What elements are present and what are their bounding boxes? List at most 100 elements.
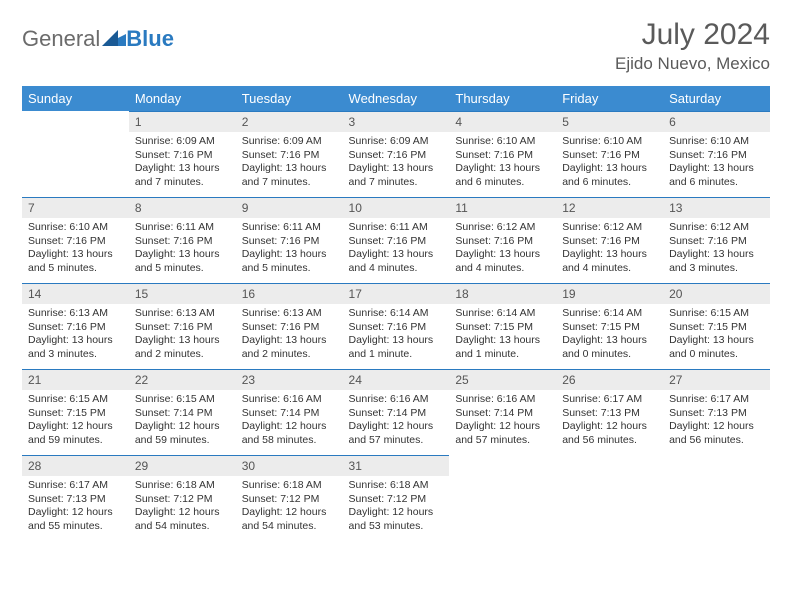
calendar-cell: 8Sunrise: 6:11 AMSunset: 7:16 PMDaylight… bbox=[129, 197, 236, 283]
sunrise-line: Sunrise: 6:15 AM bbox=[669, 307, 764, 321]
day-body: Sunrise: 6:16 AMSunset: 7:14 PMDaylight:… bbox=[236, 390, 343, 454]
day-body: Sunrise: 6:17 AMSunset: 7:13 PMDaylight:… bbox=[22, 476, 129, 540]
daylight-line: Daylight: 13 hours and 2 minutes. bbox=[135, 334, 230, 361]
day-number: 24 bbox=[343, 369, 450, 390]
calendar-cell: 19Sunrise: 6:14 AMSunset: 7:15 PMDayligh… bbox=[556, 283, 663, 369]
daylight-line: Daylight: 13 hours and 3 minutes. bbox=[28, 334, 123, 361]
day-body: Sunrise: 6:09 AMSunset: 7:16 PMDaylight:… bbox=[129, 132, 236, 196]
sunrise-line: Sunrise: 6:13 AM bbox=[28, 307, 123, 321]
day-number: 23 bbox=[236, 369, 343, 390]
calendar-cell bbox=[663, 455, 770, 541]
daylight-line: Daylight: 13 hours and 7 minutes. bbox=[135, 162, 230, 189]
calendar-cell bbox=[22, 111, 129, 197]
calendar-cell: 28Sunrise: 6:17 AMSunset: 7:13 PMDayligh… bbox=[22, 455, 129, 541]
sunrise-line: Sunrise: 6:13 AM bbox=[135, 307, 230, 321]
calendar-cell: 11Sunrise: 6:12 AMSunset: 7:16 PMDayligh… bbox=[449, 197, 556, 283]
sunrise-line: Sunrise: 6:09 AM bbox=[349, 135, 444, 149]
sunset-line: Sunset: 7:16 PM bbox=[349, 235, 444, 249]
day-number: 29 bbox=[129, 455, 236, 476]
calendar-cell bbox=[556, 455, 663, 541]
logo-text-1: General bbox=[22, 26, 100, 52]
sunset-line: Sunset: 7:16 PM bbox=[562, 235, 657, 249]
day-number: 22 bbox=[129, 369, 236, 390]
weekday-header: Tuesday bbox=[236, 86, 343, 111]
sunset-line: Sunset: 7:12 PM bbox=[349, 493, 444, 507]
day-body: Sunrise: 6:12 AMSunset: 7:16 PMDaylight:… bbox=[663, 218, 770, 282]
day-number: 27 bbox=[663, 369, 770, 390]
day-number: 19 bbox=[556, 283, 663, 304]
calendar-cell: 9Sunrise: 6:11 AMSunset: 7:16 PMDaylight… bbox=[236, 197, 343, 283]
sunrise-line: Sunrise: 6:10 AM bbox=[562, 135, 657, 149]
sunrise-line: Sunrise: 6:14 AM bbox=[562, 307, 657, 321]
sunset-line: Sunset: 7:15 PM bbox=[28, 407, 123, 421]
sunrise-line: Sunrise: 6:14 AM bbox=[455, 307, 550, 321]
daylight-line: Daylight: 13 hours and 4 minutes. bbox=[349, 248, 444, 275]
daylight-line: Daylight: 12 hours and 57 minutes. bbox=[349, 420, 444, 447]
sunset-line: Sunset: 7:16 PM bbox=[455, 235, 550, 249]
sunrise-line: Sunrise: 6:16 AM bbox=[242, 393, 337, 407]
calendar-cell: 7Sunrise: 6:10 AMSunset: 7:16 PMDaylight… bbox=[22, 197, 129, 283]
calendar-cell: 13Sunrise: 6:12 AMSunset: 7:16 PMDayligh… bbox=[663, 197, 770, 283]
daylight-line: Daylight: 13 hours and 6 minutes. bbox=[562, 162, 657, 189]
sunrise-line: Sunrise: 6:13 AM bbox=[242, 307, 337, 321]
calendar-head: SundayMondayTuesdayWednesdayThursdayFrid… bbox=[22, 86, 770, 111]
calendar-row: 21Sunrise: 6:15 AMSunset: 7:15 PMDayligh… bbox=[22, 369, 770, 455]
day-body: Sunrise: 6:10 AMSunset: 7:16 PMDaylight:… bbox=[556, 132, 663, 196]
sunrise-line: Sunrise: 6:09 AM bbox=[242, 135, 337, 149]
sunset-line: Sunset: 7:12 PM bbox=[135, 493, 230, 507]
title-block: July 2024 Ejido Nuevo, Mexico bbox=[615, 18, 770, 74]
sunrise-line: Sunrise: 6:11 AM bbox=[349, 221, 444, 235]
sunset-line: Sunset: 7:16 PM bbox=[562, 149, 657, 163]
calendar-cell: 3 Sunrise: 6:09 AMSunset: 7:16 PMDaylight… bbox=[343, 111, 450, 197]
sunset-line: Sunset: 7:12 PM bbox=[242, 493, 337, 507]
day-body: Sunrise: 6:11 AMSunset: 7:16 PMDaylight:… bbox=[343, 218, 450, 282]
daylight-line: Daylight: 13 hours and 4 minutes. bbox=[455, 248, 550, 275]
day-body: Sunrise: 6:13 AMSunset: 7:16 PMDaylight:… bbox=[22, 304, 129, 368]
logo: General Blue bbox=[22, 18, 174, 52]
sunset-line: Sunset: 7:16 PM bbox=[349, 149, 444, 163]
day-number: 18 bbox=[449, 283, 556, 304]
sunset-line: Sunset: 7:16 PM bbox=[669, 235, 764, 249]
calendar-cell: 15Sunrise: 6:13 AMSunset: 7:16 PMDayligh… bbox=[129, 283, 236, 369]
sunrise-line: Sunrise: 6:16 AM bbox=[455, 393, 550, 407]
day-number: 12 bbox=[556, 197, 663, 218]
daylight-line: Daylight: 13 hours and 7 minutes. bbox=[349, 162, 444, 189]
sunset-line: Sunset: 7:15 PM bbox=[455, 321, 550, 335]
day-body: Sunrise: 6:15 AMSunset: 7:15 PMDaylight:… bbox=[663, 304, 770, 368]
weekday-header: Sunday bbox=[22, 86, 129, 111]
day-body: Sunrise: 6:10 AMSunset: 7:16 PMDaylight:… bbox=[663, 132, 770, 196]
daylight-line: Daylight: 12 hours and 59 minutes. bbox=[28, 420, 123, 447]
logo-text-2: Blue bbox=[126, 26, 174, 52]
day-body: Sunrise: 6:15 AMSunset: 7:14 PMDaylight:… bbox=[129, 390, 236, 454]
calendar-cell: 18 Sunrise: 6:14 AMSunset: 7:15 PMDayligh… bbox=[449, 283, 556, 369]
calendar-cell: 12Sunrise: 6:12 AMSunset: 7:16 PMDayligh… bbox=[556, 197, 663, 283]
sunrise-line: Sunrise: 6:12 AM bbox=[669, 221, 764, 235]
sunrise-line: Sunrise: 6:09 AM bbox=[135, 135, 230, 149]
sunrise-line: Sunrise: 6:10 AM bbox=[455, 135, 550, 149]
day-body: Sunrise: 6:14 AMSunset: 7:15 PMDaylight:… bbox=[556, 304, 663, 368]
sunset-line: Sunset: 7:16 PM bbox=[349, 321, 444, 335]
sunset-line: Sunset: 7:16 PM bbox=[28, 235, 123, 249]
daylight-line: Daylight: 12 hours and 54 minutes. bbox=[135, 506, 230, 533]
sunset-line: Sunset: 7:13 PM bbox=[669, 407, 764, 421]
day-body: Sunrise: 6:18 AMSunset: 7:12 PMDaylight:… bbox=[236, 476, 343, 540]
day-number: 15 bbox=[129, 283, 236, 304]
day-body: Sunrise: 6:10 AMSunset: 7:16 PMDaylight:… bbox=[22, 218, 129, 282]
sunset-line: Sunset: 7:16 PM bbox=[242, 321, 337, 335]
daylight-line: Daylight: 13 hours and 1 minute. bbox=[455, 334, 550, 361]
sunset-line: Sunset: 7:16 PM bbox=[242, 149, 337, 163]
calendar-cell: 31Sunrise: 6:18 AMSunset: 7:12 PMDayligh… bbox=[343, 455, 450, 541]
sunset-line: Sunset: 7:15 PM bbox=[669, 321, 764, 335]
sunrise-line: Sunrise: 6:18 AM bbox=[349, 479, 444, 493]
day-number: 3 bbox=[343, 111, 450, 132]
calendar-cell bbox=[449, 455, 556, 541]
calendar-cell: 22Sunrise: 6:15 AMSunset: 7:14 PMDayligh… bbox=[129, 369, 236, 455]
sunrise-line: Sunrise: 6:16 AM bbox=[349, 393, 444, 407]
calendar-cell: 17Sunrise: 6:14 AMSunset: 7:16 PMDayligh… bbox=[343, 283, 450, 369]
day-body: Sunrise: 6:13 AMSunset: 7:16 PMDaylight:… bbox=[236, 304, 343, 368]
header: General Blue July 2024 Ejido Nuevo, Mexi… bbox=[22, 18, 770, 74]
sunset-line: Sunset: 7:13 PM bbox=[28, 493, 123, 507]
daylight-line: Daylight: 12 hours and 56 minutes. bbox=[669, 420, 764, 447]
day-body: Sunrise: 6:16 AMSunset: 7:14 PMDaylight:… bbox=[449, 390, 556, 454]
day-body: Sunrise: 6:11 AMSunset: 7:16 PMDaylight:… bbox=[236, 218, 343, 282]
